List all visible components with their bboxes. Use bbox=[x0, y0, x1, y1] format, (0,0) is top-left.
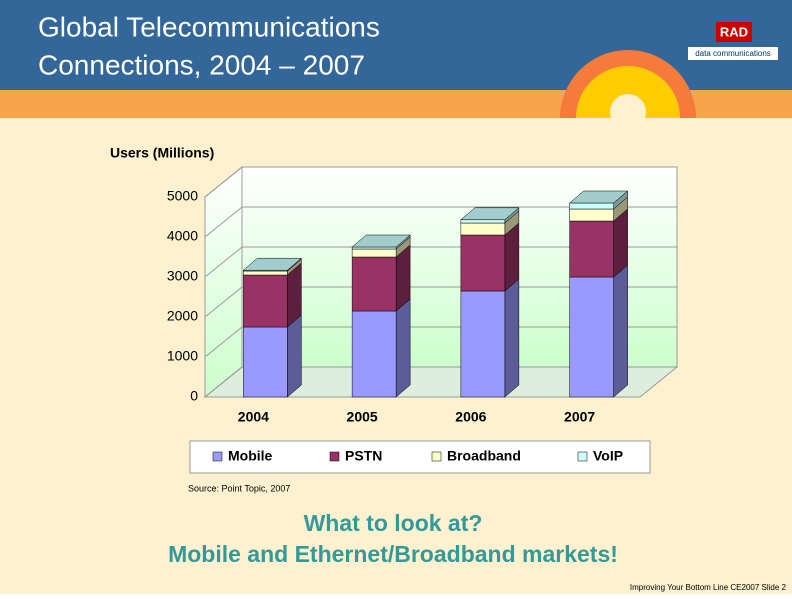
bar-segment bbox=[569, 208, 614, 222]
grid-line-side bbox=[204, 326, 243, 358]
bar-side bbox=[613, 264, 628, 398]
legend-swatch bbox=[329, 451, 340, 462]
y-tick-label: 1000 bbox=[167, 348, 198, 364]
bar-segment bbox=[569, 276, 614, 398]
legend-label: PSTN bbox=[345, 448, 382, 464]
bar-segment bbox=[460, 234, 506, 292]
legend-swatch bbox=[212, 451, 223, 462]
legend-label: VoIP bbox=[593, 448, 623, 464]
side-wall bbox=[204, 165, 243, 399]
grid-line-side bbox=[204, 166, 243, 198]
x-tick-label: 2007 bbox=[564, 409, 595, 425]
title: Global Telecommunications bbox=[38, 11, 380, 42]
headline: Mobile and Ethernet/Broadband markets! bbox=[168, 541, 618, 567]
bar-segment bbox=[569, 202, 614, 210]
legend-label: Mobile bbox=[228, 448, 273, 464]
x-tick-label: 2004 bbox=[238, 409, 269, 425]
x-tick-label: 2005 bbox=[347, 409, 378, 425]
legend-swatch bbox=[431, 451, 442, 462]
bar-top bbox=[568, 190, 629, 204]
grid-line-side bbox=[204, 366, 243, 398]
y-tick-label: 3000 bbox=[167, 268, 198, 284]
grid-line-side bbox=[204, 286, 243, 318]
source: Source: Point Topic, 2007 bbox=[188, 483, 290, 493]
legend bbox=[189, 440, 651, 474]
y-tick-label: 4000 bbox=[167, 228, 198, 244]
y-tick-label: 0 bbox=[190, 388, 198, 404]
footer: Improving Your Bottom Line CE2007 Slide … bbox=[630, 583, 787, 592]
bar-segment bbox=[351, 248, 397, 258]
x-tick-label: 2006 bbox=[455, 409, 486, 425]
chart: Users (Millions) 0 1000 2000 3000 4000 5000 200… bbox=[110, 145, 679, 474]
logo-text: data communications bbox=[695, 49, 771, 58]
bar-segment bbox=[351, 310, 397, 398]
bar-side bbox=[287, 314, 302, 398]
y-axis-label: Users (Millions) bbox=[110, 145, 214, 161]
bar-segment bbox=[243, 274, 288, 328]
bar-segment bbox=[243, 270, 288, 276]
legend-label: Broadband bbox=[447, 448, 521, 464]
bar-segment bbox=[351, 246, 397, 250]
bar-segment bbox=[460, 222, 506, 236]
logo-strip bbox=[688, 47, 778, 60]
y-tick-label: 2000 bbox=[167, 308, 198, 324]
bar-top bbox=[351, 234, 411, 248]
bar-side bbox=[395, 298, 411, 398]
logo-mark: RAD bbox=[720, 24, 748, 39]
legend-swatch bbox=[577, 451, 588, 462]
y-tick-label: 5000 bbox=[167, 188, 198, 204]
title: Connections, 2004 – 2007 bbox=[38, 49, 365, 80]
bar-segment bbox=[569, 220, 614, 278]
bar-segment bbox=[243, 326, 288, 398]
logo-box bbox=[716, 22, 752, 42]
bar-segment bbox=[460, 219, 506, 224]
grid-line-side bbox=[204, 246, 243, 278]
bar-top bbox=[242, 257, 303, 271]
bar-top bbox=[460, 207, 520, 221]
grid-line-side bbox=[204, 206, 243, 238]
bar-segment bbox=[460, 290, 506, 398]
bar-segment bbox=[351, 256, 397, 312]
bar-side bbox=[504, 278, 520, 398]
headline: What to look at? bbox=[304, 510, 483, 536]
